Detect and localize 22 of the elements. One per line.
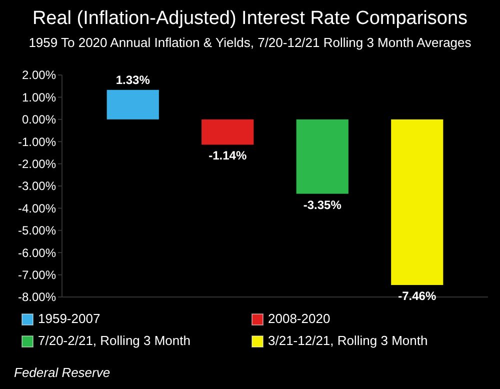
y-tick-label: -2.00% xyxy=(18,157,56,171)
y-tick-label: -5.00% xyxy=(18,224,56,238)
y-tick-label: 0.00% xyxy=(22,112,56,127)
data-label: 1.33% xyxy=(116,72,150,87)
data-label: -3.35% xyxy=(303,198,342,212)
y-tick-label: -7.00% xyxy=(18,268,56,282)
y-tick-label: 2.00% xyxy=(22,68,56,82)
y-tick-label: -1.00% xyxy=(18,134,56,149)
y-tick-label: -3.00% xyxy=(18,179,56,194)
y-tick-label: -6.00% xyxy=(18,246,56,260)
legend-label: 2008-2020 xyxy=(268,311,330,326)
legend-label: 3/21-12/21, Rolling 3 Month xyxy=(268,333,428,348)
data-label: -7.46% xyxy=(398,289,436,304)
text: Federal Reserve xyxy=(14,365,110,380)
y-tick-label: 1.00% xyxy=(22,90,56,104)
chart-subtitle: 1959 To 2020 Annual Inflation & Yields, 7/20-12/21 Rolling 3 Month Averages xyxy=(28,35,472,50)
y-tick-label: -8.00% xyxy=(18,290,56,304)
data-label: -1.14% xyxy=(208,148,247,163)
legend-label: 7/20-2/21, Rolling 3 Month xyxy=(38,333,190,348)
legend-label: 1959-2007 xyxy=(38,311,100,326)
y-tick-label: -4.00% xyxy=(18,201,56,216)
chart-title: Real (Inflation-Adjusted) Interest Rate Comparisons xyxy=(32,8,468,29)
